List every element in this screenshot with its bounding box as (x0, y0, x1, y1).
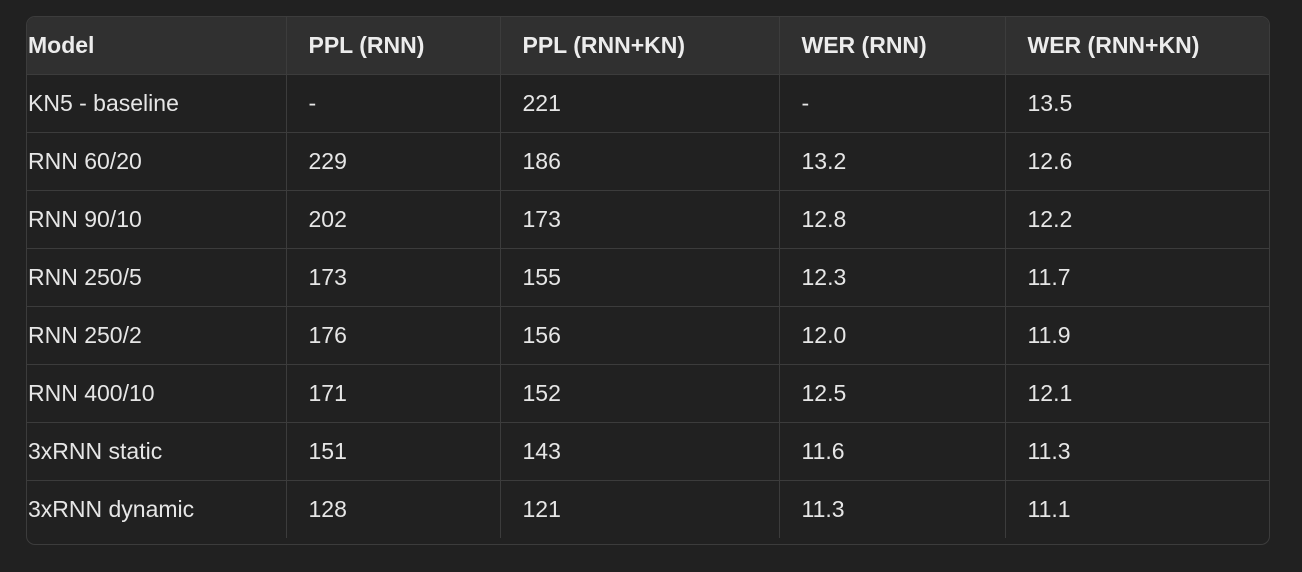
cell-ppl-rnn: 229 (286, 132, 501, 191)
table-row: RNN 60/20 229 186 13.2 12.6 (27, 132, 1269, 191)
cell-wer-rnn-kn: 11.1 (1027, 496, 1071, 522)
cell-wer-rnn: 11.3 (779, 480, 1006, 538)
cell-wer-rnn-kn: 12.1 (1005, 364, 1269, 423)
cell-ppl-rnn: 128 (286, 480, 501, 538)
cell-ppl-rnn-kn: 221 (500, 74, 780, 133)
cell-wer-rnn-kn: 13.5 (1005, 74, 1269, 133)
cell-ppl-rnn-kn: 156 (500, 306, 780, 365)
cell-wer-rnn: 12.0 (779, 306, 1006, 365)
header-row: Model PPL (RNN) PPL (RNN+KN) WER (RNN) W… (27, 17, 1269, 75)
cell-ppl-rnn: 176 (286, 306, 501, 365)
results-table: Model PPL (RNN) PPL (RNN+KN) WER (RNN) W… (27, 17, 1269, 538)
cell-wer-rnn: - (779, 74, 1006, 133)
cell-wer-rnn: 13.2 (779, 132, 1006, 191)
cell-ppl-rnn-kn: 143 (500, 422, 780, 481)
table-body: KN5 - baseline - 221 - 13.5 RNN 60/20 22… (27, 74, 1269, 538)
cell-model: RNN 90/10 (27, 190, 287, 249)
table-row: RNN 90/10 202 173 12.8 12.2 (27, 190, 1269, 249)
header-wer-rnn-kn: WER (RNN+KN) (1005, 17, 1269, 75)
table-header: Model PPL (RNN) PPL (RNN+KN) WER (RNN) W… (27, 17, 1269, 75)
cell-model: KN5 - baseline (27, 74, 287, 133)
cell-model: RNN 60/20 (27, 132, 287, 191)
table-row: RNN 400/10 171 152 12.5 12.1 (27, 364, 1269, 423)
results-table-container: Model PPL (RNN) PPL (RNN+KN) WER (RNN) W… (26, 16, 1270, 545)
cell-wer-rnn: 12.5 (779, 364, 1006, 423)
table-row: 3xRNN dynamic 128 121 11.3 11.1 (27, 480, 1269, 538)
cell-wer-rnn-kn: 12.2 (1005, 190, 1269, 249)
table-row: KN5 - baseline - 221 - 13.5 (27, 74, 1269, 133)
header-model: Model (27, 17, 287, 75)
cell-ppl-rnn-kn: 121 (500, 480, 780, 538)
header-ppl-rnn: PPL (RNN) (286, 17, 501, 75)
cell-wer-rnn: 11.6 (779, 422, 1006, 481)
cell-ppl-rnn: 202 (286, 190, 501, 249)
cell-model: 3xRNN dynamic (27, 480, 287, 538)
cell-wer-rnn-kn: 12.6 (1005, 132, 1269, 191)
table-row: 3xRNN static 151 143 11.6 11.3 (27, 422, 1269, 481)
cell-wer-rnn-kn: 11.3 (1005, 422, 1269, 481)
header-ppl-rnn-kn: PPL (RNN+KN) (500, 17, 780, 75)
cell-ppl-rnn: 151 (286, 422, 501, 481)
header-wer-rnn: WER (RNN) (779, 17, 1006, 75)
cell-model: 3xRNN static (27, 422, 287, 481)
cell-ppl-rnn-kn: 152 (500, 364, 780, 423)
cell-ppl-rnn: - (286, 74, 501, 133)
cell-model: RNN 400/10 (27, 364, 287, 423)
cell-ppl-rnn-kn: 173 (500, 190, 780, 249)
cell-model: RNN 250/5 (27, 248, 287, 307)
cell-wer-rnn: 12.8 (779, 190, 1006, 249)
cell-wer-rnn-kn: 11.9 (1005, 306, 1269, 365)
cell-ppl-rnn-kn: 186 (500, 132, 780, 191)
cell-ppl-rnn: 171 (286, 364, 501, 423)
cell-wer-rnn: 12.3 (779, 248, 1006, 307)
cell-wer-rnn-kn: 11.7 (1005, 248, 1269, 307)
table-row: RNN 250/5 173 155 12.3 11.7 (27, 248, 1269, 307)
cell-model: RNN 250/2 (27, 306, 287, 365)
cell-ppl-rnn: 173 (286, 248, 501, 307)
table-row: RNN 250/2 176 156 12.0 11.9 (27, 306, 1269, 365)
cell-ppl-rnn-kn: 155 (500, 248, 780, 307)
